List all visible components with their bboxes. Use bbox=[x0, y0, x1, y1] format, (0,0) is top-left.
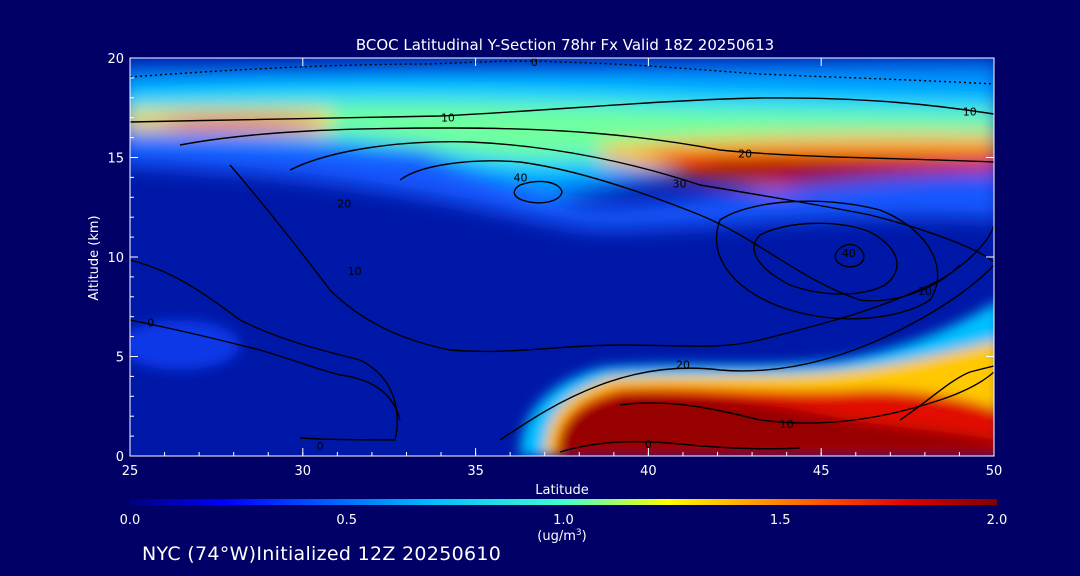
y-axis: 0 5 10 15 20 bbox=[107, 52, 994, 465]
contour-label: 20 bbox=[676, 358, 690, 371]
southern-low-patch bbox=[130, 320, 240, 370]
x-tick-label: 45 bbox=[813, 464, 830, 479]
y-tick-label: 5 bbox=[116, 351, 124, 366]
contour-label: 10 bbox=[918, 285, 932, 298]
contour-label: 0 bbox=[317, 440, 324, 453]
contour-0-west bbox=[130, 259, 398, 441]
contour-lines bbox=[130, 60, 994, 453]
y-tick-label: 15 bbox=[107, 152, 124, 167]
contour-0-top bbox=[130, 60, 994, 85]
contour-label: 0 bbox=[147, 317, 154, 330]
contour-label: 10 bbox=[963, 106, 977, 119]
contour-10-top bbox=[130, 97, 994, 123]
colorbar-tick-label: 1.5 bbox=[770, 513, 791, 528]
x-axis: 25 30 35 40 45 50 bbox=[122, 58, 1003, 479]
contour-label: 20 bbox=[738, 148, 752, 161]
contour-label: 40 bbox=[514, 171, 528, 184]
upper-layer-lower-edge bbox=[130, 140, 994, 230]
y-tick-label: 20 bbox=[107, 52, 124, 67]
contour-20 bbox=[179, 127, 994, 163]
contour-label: 0 bbox=[531, 56, 538, 69]
x-tick-label: 50 bbox=[986, 464, 1003, 479]
contour-label: 30 bbox=[673, 177, 687, 190]
upper-red-west bbox=[160, 115, 320, 129]
colorbar-unit-label: (ug/m3) bbox=[537, 528, 586, 544]
contour-label: 20 bbox=[337, 197, 351, 210]
y-tick-label: 10 bbox=[107, 251, 124, 266]
colorbar-tick-label: 2.0 bbox=[987, 513, 1008, 528]
contour-label: 10 bbox=[780, 418, 794, 431]
x-tick-label: 25 bbox=[122, 464, 139, 479]
contour-40-west bbox=[399, 160, 961, 302]
surface-plume-darkred bbox=[560, 394, 994, 452]
y-tick-label: 0 bbox=[116, 450, 124, 465]
contour-ring-core bbox=[834, 243, 865, 268]
colorbar bbox=[130, 499, 997, 505]
contour-ring-outer bbox=[715, 200, 939, 320]
colorbar-tick-label: 0.5 bbox=[336, 513, 357, 528]
colorbar-tick-label: 0.0 bbox=[120, 513, 141, 528]
contour-label: 40 bbox=[842, 247, 856, 260]
colorbar-ticks: 0.0 0.5 1.0 1.5 2.0 bbox=[120, 513, 1008, 528]
x-tick-label: 40 bbox=[640, 464, 657, 479]
contour-10-south bbox=[619, 371, 994, 424]
contour-labels: 0 10 10 20 30 40 20 40 10 10 0 20 10 0 0 bbox=[147, 56, 977, 453]
contour-0-east bbox=[899, 365, 994, 421]
colorbar-unit-superscript: 3 bbox=[576, 528, 582, 538]
contour-30 bbox=[289, 141, 994, 263]
contour-10-west bbox=[229, 164, 994, 353]
contour-ring-inner bbox=[753, 222, 898, 295]
initialization-footer: NYC (74°W)Initialized 12Z 20250610 bbox=[142, 543, 502, 565]
contour-0-surface bbox=[559, 440, 801, 453]
y-axis-label: Altitude (km) bbox=[87, 215, 102, 300]
contour-40-ring bbox=[513, 180, 563, 204]
x-tick-label: 35 bbox=[467, 464, 484, 479]
contour-20-south bbox=[499, 264, 994, 441]
heatmap-field bbox=[130, 58, 994, 456]
contour-label: 10 bbox=[441, 112, 455, 125]
contour-label: 10 bbox=[348, 265, 362, 278]
x-axis-label: Latitude bbox=[535, 483, 589, 498]
contour-0-south bbox=[130, 319, 401, 421]
x-tick-label: 30 bbox=[295, 464, 312, 479]
chart-title: BCOC Latitudinal Y-Section 78hr Fx Valid… bbox=[356, 36, 774, 54]
colorbar-tick-label: 1.0 bbox=[553, 513, 574, 528]
contour-label: 0 bbox=[645, 438, 652, 451]
